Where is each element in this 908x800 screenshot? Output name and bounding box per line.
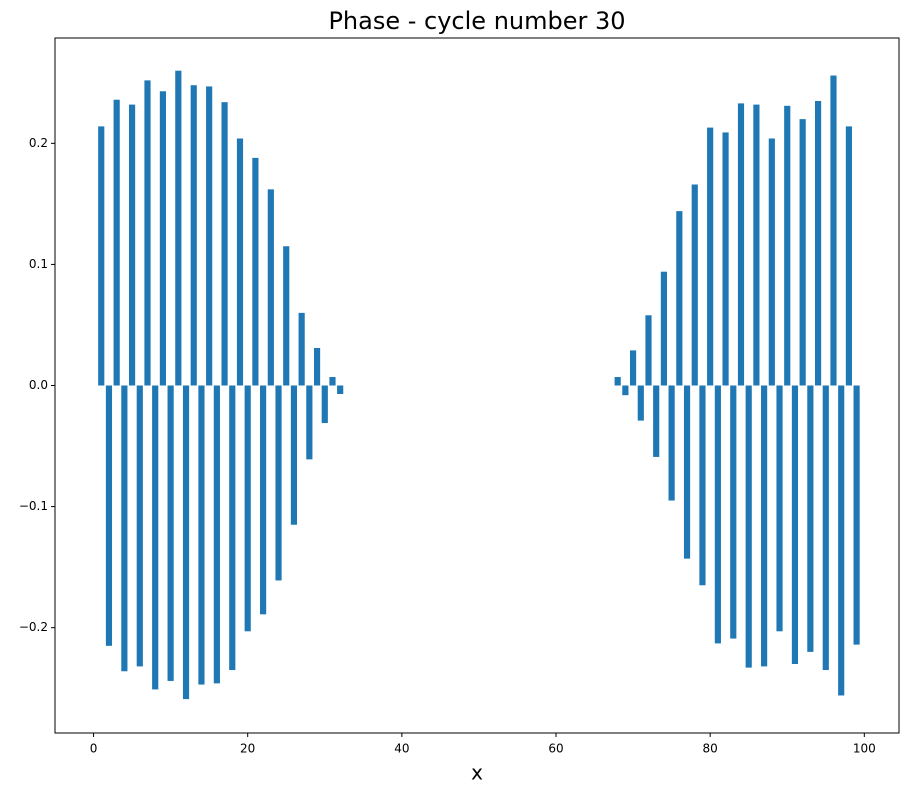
bar — [298, 312, 305, 386]
bar — [236, 138, 244, 386]
bar — [699, 385, 706, 586]
bar — [290, 385, 298, 525]
bar — [838, 385, 845, 696]
bar — [306, 385, 313, 460]
bar — [807, 385, 814, 652]
bar — [753, 104, 760, 386]
bar — [213, 385, 220, 684]
bar — [714, 385, 721, 644]
x-tick-label: 0 — [90, 742, 98, 756]
bar — [159, 91, 166, 386]
x-tick-label: 60 — [548, 742, 563, 756]
bar — [822, 385, 829, 671]
bar — [707, 127, 714, 386]
bar — [190, 85, 197, 386]
bar — [691, 184, 698, 386]
bar — [791, 385, 799, 664]
bar — [683, 385, 691, 559]
bar — [622, 385, 629, 396]
bar — [182, 385, 190, 700]
bar — [776, 385, 783, 632]
bar — [252, 157, 259, 386]
bar — [845, 126, 852, 386]
x-tick-label: 100 — [853, 742, 876, 756]
bar — [799, 119, 806, 386]
x-tick-label: 80 — [703, 742, 718, 756]
bar — [152, 385, 159, 690]
bar — [737, 103, 745, 386]
bar — [629, 350, 637, 386]
bar — [275, 385, 282, 581]
bar — [745, 385, 752, 668]
bar — [337, 385, 344, 394]
bar — [136, 385, 143, 667]
bar — [260, 385, 267, 615]
y-tick-label: 0.2 — [29, 136, 48, 150]
bar — [221, 102, 228, 386]
bar — [198, 385, 205, 685]
chart-title: Phase - cycle number 30 — [328, 7, 625, 35]
bar — [167, 385, 174, 681]
bar — [121, 385, 128, 672]
bar — [614, 377, 621, 386]
bar — [637, 385, 644, 421]
y-tick-label: −0.1 — [19, 499, 48, 513]
bar — [229, 385, 236, 671]
y-tick-label: 0.1 — [29, 257, 48, 271]
bar — [645, 315, 652, 386]
bar — [730, 385, 737, 639]
bar — [175, 70, 182, 386]
y-tick-label: 0.0 — [29, 378, 48, 392]
bar — [830, 75, 837, 386]
bar — [784, 105, 791, 386]
bar — [814, 100, 822, 386]
plot-frame — [54, 37, 900, 734]
bar — [283, 246, 290, 386]
bar — [653, 385, 660, 457]
bar — [105, 385, 113, 646]
x-tick-label: 20 — [240, 742, 255, 756]
bar — [853, 385, 860, 645]
bar — [98, 126, 105, 386]
bar — [113, 99, 120, 386]
bar — [768, 138, 775, 386]
bar — [668, 385, 675, 501]
bar — [144, 80, 151, 386]
bar — [244, 385, 251, 632]
bar — [267, 189, 274, 386]
bar — [660, 271, 667, 386]
bar — [128, 104, 136, 386]
x-tick-label: 40 — [394, 742, 409, 756]
bar — [329, 377, 336, 386]
bar — [722, 132, 729, 386]
x-axis-label: x — [471, 761, 483, 785]
bar — [676, 211, 683, 386]
bar — [321, 385, 328, 424]
bar — [206, 86, 213, 386]
bar — [313, 347, 321, 386]
y-tick-label: −0.2 — [19, 620, 48, 634]
bar — [761, 385, 768, 667]
